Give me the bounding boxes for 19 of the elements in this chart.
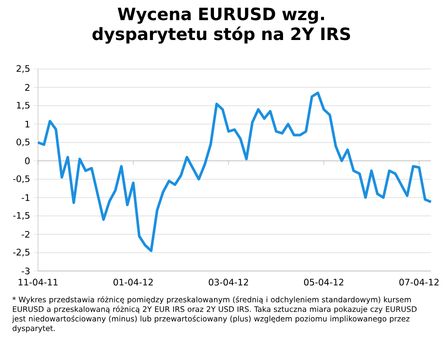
line-series: [36, 92, 432, 252]
y-tick-label: -1,5: [13, 212, 30, 220]
y-tick-label: -2: [22, 230, 30, 238]
chart-title: Wycena EURUSD wzg. dysparytetu stóp na 2Y IRS: [92, 8, 350, 44]
y-tick-label: 2: [25, 84, 30, 91]
y-tick-label: 1,5: [16, 102, 30, 110]
y-tick-label: -3: [22, 268, 30, 274]
y-tick-label: 1: [26, 120, 30, 128]
x-tick-label: 03-04-12: [208, 278, 248, 286]
y-tick-label: -0,5: [13, 175, 30, 184]
y-tick-label: 0: [25, 157, 30, 164]
y-tick-label: 2,5: [16, 65, 30, 73]
x-tick-label: 11-04-11: [18, 278, 58, 286]
y-tick-label: -2,5: [13, 248, 30, 256]
x-tick-label: 01-04-12: [114, 278, 153, 286]
x-tick-label: 05-04-12: [304, 278, 344, 286]
x-tick-label: 07-04-12: [399, 278, 439, 286]
y-tick-label: 0,5: [16, 138, 30, 146]
y-tick-label: -1: [22, 194, 30, 201]
